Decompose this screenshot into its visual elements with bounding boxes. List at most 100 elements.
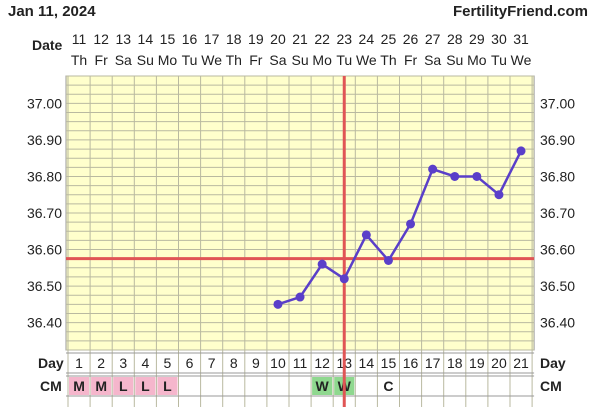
cycle-day-label: 2 (97, 355, 105, 371)
weekday-label: Th (226, 52, 242, 68)
cm-cell (157, 377, 178, 395)
date-label: 29 (469, 31, 485, 47)
cm-cell (290, 377, 311, 395)
cm-cell (223, 377, 244, 395)
cm-label: L (163, 378, 172, 394)
weekday-label: Tu (491, 52, 507, 68)
cm-row-label-right: CM (540, 378, 562, 394)
y-tick-label: 36.40 (27, 315, 62, 331)
date-label: 12 (93, 31, 109, 47)
cm-label: M (73, 378, 85, 394)
y-tick-label: 36.50 (540, 278, 575, 294)
weekday-label: Sa (424, 52, 441, 68)
cycle-day-label: 6 (186, 355, 194, 371)
cm-row-label-left: CM (40, 378, 62, 394)
date-label: 16 (182, 31, 198, 47)
date-label: 28 (447, 31, 463, 47)
date-label: 19 (248, 31, 264, 47)
y-tick-label: 36.90 (540, 132, 575, 148)
weekday-label: We (511, 52, 532, 68)
cycle-day-label: 3 (119, 355, 127, 371)
weekday-label: Su (137, 52, 154, 68)
y-tick-label: 36.80 (540, 168, 575, 184)
temperature-point (406, 219, 416, 229)
cm-label: C (383, 378, 393, 394)
date-label: 26 (403, 31, 419, 47)
cycle-day-label: 20 (491, 355, 507, 371)
cm-cell (378, 377, 399, 395)
date-label: 13 (115, 31, 131, 47)
date-label: 30 (491, 31, 507, 47)
weekday-label: Mo (467, 52, 487, 68)
date-label: 24 (359, 31, 375, 47)
date-label: 11 (72, 31, 87, 47)
cycle-day-label: 17 (425, 355, 441, 371)
cm-labels: MMLLLWWC (73, 378, 393, 394)
cycle-day-label: 10 (270, 355, 286, 371)
cycle-day-label: 12 (314, 355, 330, 371)
temperature-point (295, 292, 305, 302)
date-label: 15 (160, 31, 176, 47)
date-label: 17 (204, 31, 220, 47)
temperature-point (339, 274, 349, 284)
date-label: 31 (513, 31, 529, 47)
cycle-day-label: 5 (164, 355, 172, 371)
date-label: 18 (226, 31, 242, 47)
chart-grid (66, 75, 535, 407)
cm-cell (135, 377, 156, 395)
temperature-point (428, 164, 438, 174)
temperature-point (383, 255, 393, 265)
temperature-point (273, 299, 283, 309)
y-tick-label: 36.40 (540, 315, 575, 331)
weekday-label: Sa (269, 52, 286, 68)
cm-cells (69, 377, 532, 395)
cm-cell (201, 377, 222, 395)
weekday-label: We (356, 52, 377, 68)
reference-lines (66, 76, 535, 407)
y-tick-label: 36.50 (27, 278, 62, 294)
date-label: 23 (336, 31, 352, 47)
y-tick-label: 36.70 (540, 205, 575, 221)
day-row-label-left: Day (38, 355, 64, 371)
cm-cell (444, 377, 465, 395)
cycle-day-label: 7 (208, 355, 216, 371)
temperature-point (516, 146, 526, 156)
cycle-day-label: 16 (403, 355, 419, 371)
cm-label: W (316, 378, 330, 394)
y-axis-right: 37.00 36.90 36.80 36.70 36.60 36.50 36.40 (540, 95, 575, 330)
cm-cell (91, 377, 112, 395)
date-labels: 11 12 13 14 15 16 17 18 19 20 21 22 23 24 25 26 27 28 29 30… (72, 31, 529, 47)
date-label: 25 (381, 31, 397, 47)
cycle-day-labels: 123456789101112131415161718192021 (75, 355, 529, 371)
cm-cell (245, 377, 266, 395)
temperature-line (277, 150, 523, 306)
cycle-day-label: 1 (75, 355, 83, 371)
weekday-label: Mo (312, 52, 332, 68)
cm-cell (267, 377, 288, 395)
cm-cell (400, 377, 421, 395)
cm-cell (312, 377, 333, 395)
date-label: 27 (425, 31, 441, 47)
y-axis-left: 37.00 36.90 36.80 36.70 36.60 36.50 36.40 (27, 95, 62, 330)
cycle-day-label: 4 (141, 355, 149, 371)
weekday-label: Sa (115, 52, 132, 68)
cycle-day-label: 19 (469, 355, 485, 371)
cycle-day-label: 21 (513, 355, 529, 371)
y-tick-label: 37.00 (540, 95, 575, 111)
cm-cell (113, 377, 134, 395)
y-tick-label: 36.80 (27, 168, 62, 184)
temperature-point (317, 259, 327, 269)
cycle-day-label: 14 (359, 355, 375, 371)
temperature-point (361, 230, 371, 240)
date-label: 14 (138, 31, 154, 47)
weekday-label: Tu (336, 52, 352, 68)
temperature-point (494, 190, 504, 200)
weekday-label: Tu (182, 52, 198, 68)
weekday-label: We (201, 52, 222, 68)
weekday-label: Th (71, 52, 87, 68)
cm-label: L (119, 378, 128, 394)
weekday-label: Mo (158, 52, 178, 68)
temperature-series (273, 146, 526, 309)
cycle-day-label: 11 (293, 355, 308, 371)
